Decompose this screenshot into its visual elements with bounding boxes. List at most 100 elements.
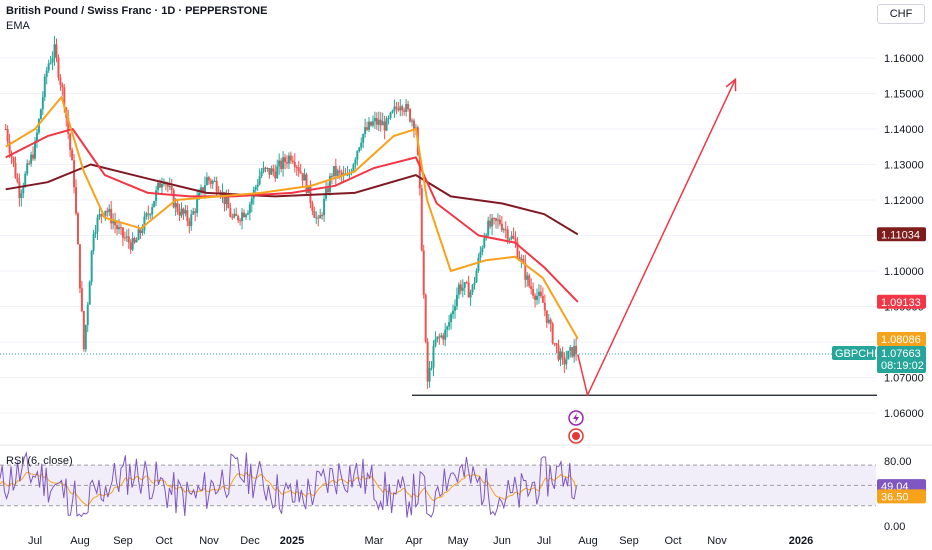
candle-body (569, 347, 572, 351)
candle-body (272, 168, 275, 172)
candle-body (6, 129, 9, 142)
candle-body (129, 242, 132, 250)
candle-body (524, 262, 527, 280)
time-tick-label: 2025 (280, 535, 304, 547)
candle-body (106, 210, 109, 213)
candle-body (274, 171, 277, 179)
candle-body (469, 292, 472, 298)
time-tick-label: Apr (405, 535, 422, 547)
candle-body (483, 238, 486, 248)
candle-body (453, 306, 456, 311)
currency-button[interactable]: CHF (877, 4, 925, 24)
candle-body (116, 225, 119, 230)
candle-body (346, 174, 349, 176)
candle-body (211, 181, 214, 184)
candle-body (285, 162, 288, 164)
candle-body (514, 238, 517, 243)
candle-body (473, 282, 476, 285)
candle-body (22, 186, 25, 194)
rsi-axis-label: 80.00 (884, 456, 912, 468)
candle-body (428, 368, 431, 382)
candle-body (149, 214, 152, 216)
rsi-signal-line (0, 471, 577, 507)
candle-body (551, 323, 554, 344)
candle-body (412, 120, 415, 130)
time-tick-label: Sep (619, 535, 639, 547)
candle-body (147, 213, 150, 215)
time-axis[interactable]: Jul Aug Sep Oct Nov Dec 2025 Mar Apr May Jun Jul Aug… (28, 535, 813, 547)
time-tick-label: Jun (493, 535, 511, 547)
lightning-icon[interactable] (568, 410, 584, 426)
event-icons[interactable] (568, 410, 584, 444)
time-tick-label: Aug (578, 535, 598, 547)
candle-body (553, 343, 556, 345)
candle-body (430, 367, 433, 369)
candle-body (35, 132, 38, 142)
candle-body (133, 238, 136, 243)
candle-body (450, 313, 453, 323)
candle-body (385, 118, 388, 131)
candle-body (166, 183, 169, 187)
candle-body (368, 121, 371, 130)
candle-body (280, 160, 283, 169)
chart-title: British Pound / Swiss Franc · 1D · PEPPE… (6, 5, 268, 17)
indicator-label[interactable]: EMA (6, 20, 30, 32)
candle-body (137, 229, 140, 241)
projection-arrow-head (725, 77, 737, 92)
rsi-signal-text: 36.50 (881, 491, 909, 503)
candle-body (16, 177, 19, 182)
candle-body (237, 215, 240, 221)
candle-body (75, 187, 78, 214)
candle-body (55, 44, 58, 58)
candle-body (512, 235, 515, 239)
price-tick-label: 1.07000 (884, 373, 924, 385)
candle-body (289, 155, 292, 161)
candle-body (508, 238, 511, 240)
candle-body (446, 326, 449, 330)
candle-body (411, 120, 414, 122)
candle-body (205, 177, 208, 186)
candle-body (98, 214, 101, 218)
candle-body (143, 216, 146, 231)
candle-body (151, 207, 154, 215)
candle-body (522, 258, 525, 263)
candle-body (168, 185, 171, 187)
candle-body (555, 343, 558, 346)
price-tick-label: 1.16000 (884, 53, 924, 65)
candle-body (373, 118, 376, 122)
candle-body (178, 211, 181, 216)
price-tick-label: 1.06000 (884, 408, 924, 420)
ema-price-tag (877, 331, 926, 346)
candle-body (504, 229, 507, 231)
candles (4, 36, 578, 389)
candle-body (494, 218, 497, 221)
candle-body (477, 257, 480, 271)
price-tick-label: 1.13000 (884, 160, 924, 172)
candle-body (461, 287, 464, 291)
candle-body (493, 218, 496, 220)
last-price-tag (877, 345, 926, 373)
flag-icon[interactable] (568, 428, 584, 444)
candle-body (573, 345, 576, 357)
candle-body (57, 57, 60, 78)
candle-body (258, 176, 261, 185)
candle-body (532, 289, 535, 296)
candle-body (135, 240, 138, 243)
candle-body (336, 170, 339, 176)
ema-price-tag-text: 1.11034 (881, 229, 920, 241)
candle-body (155, 190, 158, 201)
candle-body (229, 208, 232, 217)
candle-body (69, 133, 72, 151)
candle-body (239, 220, 242, 222)
candle-body (88, 281, 91, 305)
time-tick-label: 2026 (789, 535, 813, 547)
candle-body (352, 164, 355, 172)
rsi-label[interactable]: RSI (6, close) (6, 455, 73, 467)
candle-body (194, 211, 197, 213)
candle-body (227, 197, 230, 209)
candle-body (160, 183, 163, 188)
candle-body (452, 310, 455, 314)
candle-body (235, 213, 238, 216)
